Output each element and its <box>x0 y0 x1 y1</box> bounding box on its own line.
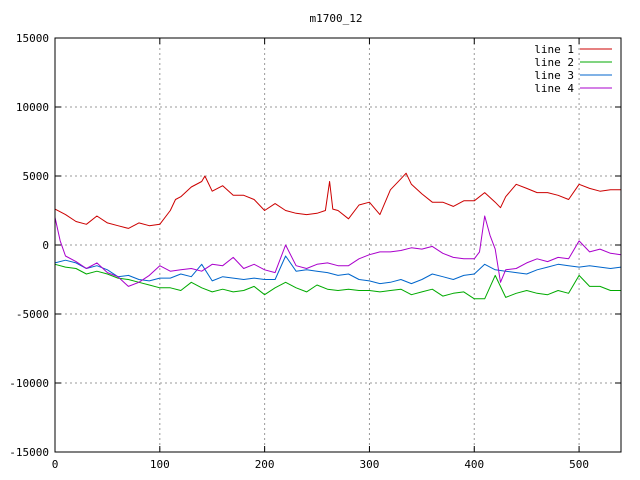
y-tick-label: -15000 <box>9 446 49 459</box>
series-line-2 <box>54 263 621 300</box>
y-tick-label: 10000 <box>16 101 49 114</box>
x-tick-label: 300 <box>360 458 380 471</box>
y-tick-label: 5000 <box>23 170 50 183</box>
axis-ticks: 0 100 200 300 400 500 -15000 -10000 -5000 0 5000 10… <box>9 32 621 471</box>
chart-title: m1700_12 <box>310 12 363 25</box>
x-tick-label: 200 <box>255 458 275 471</box>
x-tick-label: 500 <box>569 458 589 471</box>
series-line-4 <box>54 215 622 287</box>
legend-label-2: line 2 <box>534 56 574 69</box>
y-tick-label: -5000 <box>16 308 49 321</box>
x-tick-label: 0 <box>52 458 59 471</box>
legend-label-1: line 1 <box>534 43 574 56</box>
y-tick-label: 15000 <box>16 32 49 45</box>
x-tick-label: 400 <box>464 458 484 471</box>
legend-label-3: line 3 <box>534 69 574 82</box>
x-tick-label: 100 <box>150 458 170 471</box>
series-line-3 <box>54 255 622 285</box>
y-tick-label: -10000 <box>9 377 49 390</box>
plot-frame <box>54 37 622 453</box>
series-line-1 <box>54 172 621 229</box>
series-group <box>54 172 622 300</box>
legend-label-4: line 4 <box>534 82 574 95</box>
grid <box>55 38 621 452</box>
y-tick-label: 0 <box>42 239 49 252</box>
